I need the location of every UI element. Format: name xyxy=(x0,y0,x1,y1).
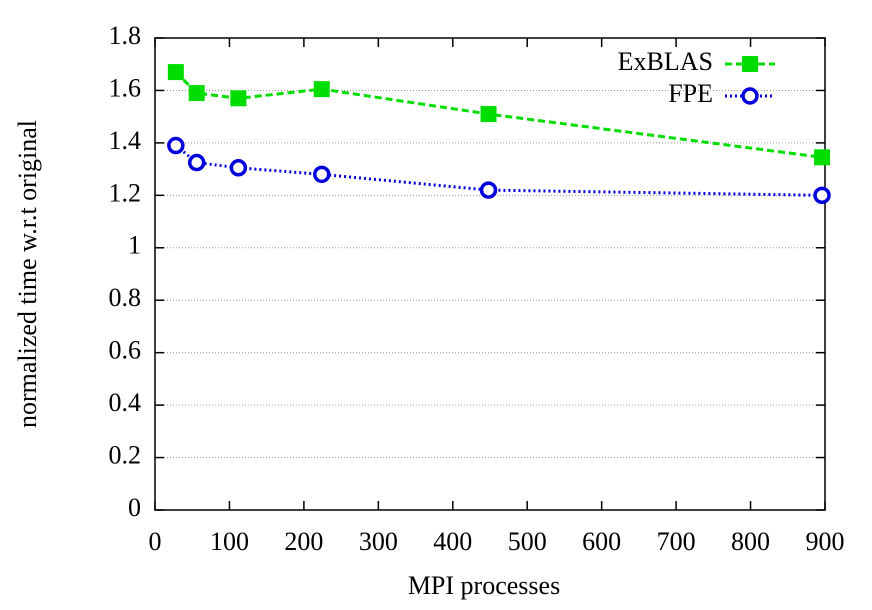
marker xyxy=(313,81,330,98)
marker xyxy=(480,106,497,123)
x-tick-label: 200 xyxy=(284,527,323,556)
y-tick-label: 0 xyxy=(128,493,141,522)
legend-marker xyxy=(741,87,759,105)
y-tick-label: 1.8 xyxy=(109,21,142,50)
x-tick-label: 400 xyxy=(433,527,472,556)
marker xyxy=(229,159,248,177)
series-line xyxy=(174,144,823,197)
y-tick-label: 1.4 xyxy=(109,126,142,155)
y-tick-label: 0.8 xyxy=(109,283,142,312)
marker xyxy=(479,181,498,199)
y-axis-label: normalized time w.r.t original xyxy=(13,120,42,428)
marker xyxy=(813,186,831,205)
marker xyxy=(167,136,185,155)
marker xyxy=(230,90,247,107)
marker xyxy=(814,149,831,166)
series-line xyxy=(174,71,823,159)
x-axis-label: MPI processes xyxy=(408,571,560,600)
x-tick-label: 700 xyxy=(657,527,696,556)
x-tick-label: 900 xyxy=(806,527,845,556)
x-tick-label: 500 xyxy=(508,527,547,556)
x-tick-label: 600 xyxy=(582,527,621,556)
x-tick-label: 100 xyxy=(210,527,249,556)
marker xyxy=(187,153,206,172)
legend-label: ExBLAS xyxy=(618,47,713,76)
y-tick-label: 0.6 xyxy=(109,336,142,365)
x-tick-label: 800 xyxy=(731,527,770,556)
marker xyxy=(167,64,184,81)
y-tick-label: 0.2 xyxy=(109,441,142,470)
x-tick-label: 0 xyxy=(149,527,162,556)
x-tick-label: 300 xyxy=(359,527,398,556)
y-tick-label: 1.2 xyxy=(109,178,142,207)
y-tick-label: 1.6 xyxy=(109,73,142,102)
y-tick-label: 0.4 xyxy=(109,388,142,417)
legend-marker xyxy=(742,56,758,72)
legend-label: FPE xyxy=(668,79,713,108)
marker xyxy=(313,165,331,184)
plot-border xyxy=(154,37,826,511)
marker xyxy=(188,85,205,102)
y-tick-label: 1 xyxy=(128,231,141,260)
